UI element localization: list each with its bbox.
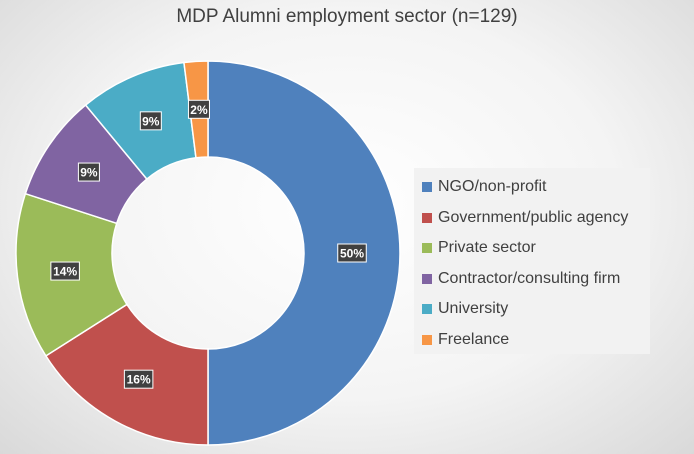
legend-label: Private sector [438,239,536,257]
slice-1 [207,60,401,446]
chart-title: MDP Alumni employment sector (n=129) [176,6,518,27]
legend-label: Government/public agency [438,208,629,226]
data-label-6: 2% [187,99,210,119]
legend-swatch [422,182,432,193]
legend-label: University [438,300,509,318]
legend-swatch [422,212,432,223]
legend-item-6: Freelance [422,325,650,356]
data-label-2: 16% [123,369,154,389]
data-label-text-4: 9% [80,166,98,180]
legend-swatch [422,243,432,254]
data-label-text-1: 50% [340,247,364,261]
legend-swatch [422,304,432,315]
legend: NGO/non-profit Government/public agency Pr… [414,168,650,354]
legend-item-1: NGO/non-profit [422,172,650,203]
data-label-1: 50% [337,243,367,263]
data-label-3: 14% [50,261,80,281]
legend-label: NGO/non-profit [438,178,547,196]
data-label-text-6: 2% [190,103,208,117]
data-label-text-5: 9% [142,114,160,128]
legend-item-2: Government/public agency [422,203,650,234]
legend-swatch [422,273,432,284]
data-label-5: 9% [139,111,162,131]
legend-label: Contractor/consulting firm [438,269,621,287]
legend-label: Freelance [438,330,510,348]
legend-item-5: University [422,294,650,325]
data-label-4: 9% [77,162,100,182]
legend-swatch [422,334,432,345]
legend-item-4: Contractor/consulting firm [422,264,650,295]
data-label-text-3: 14% [53,265,77,279]
legend-item-3: Private sector [422,233,650,264]
data-label-text-2: 16% [127,373,151,387]
